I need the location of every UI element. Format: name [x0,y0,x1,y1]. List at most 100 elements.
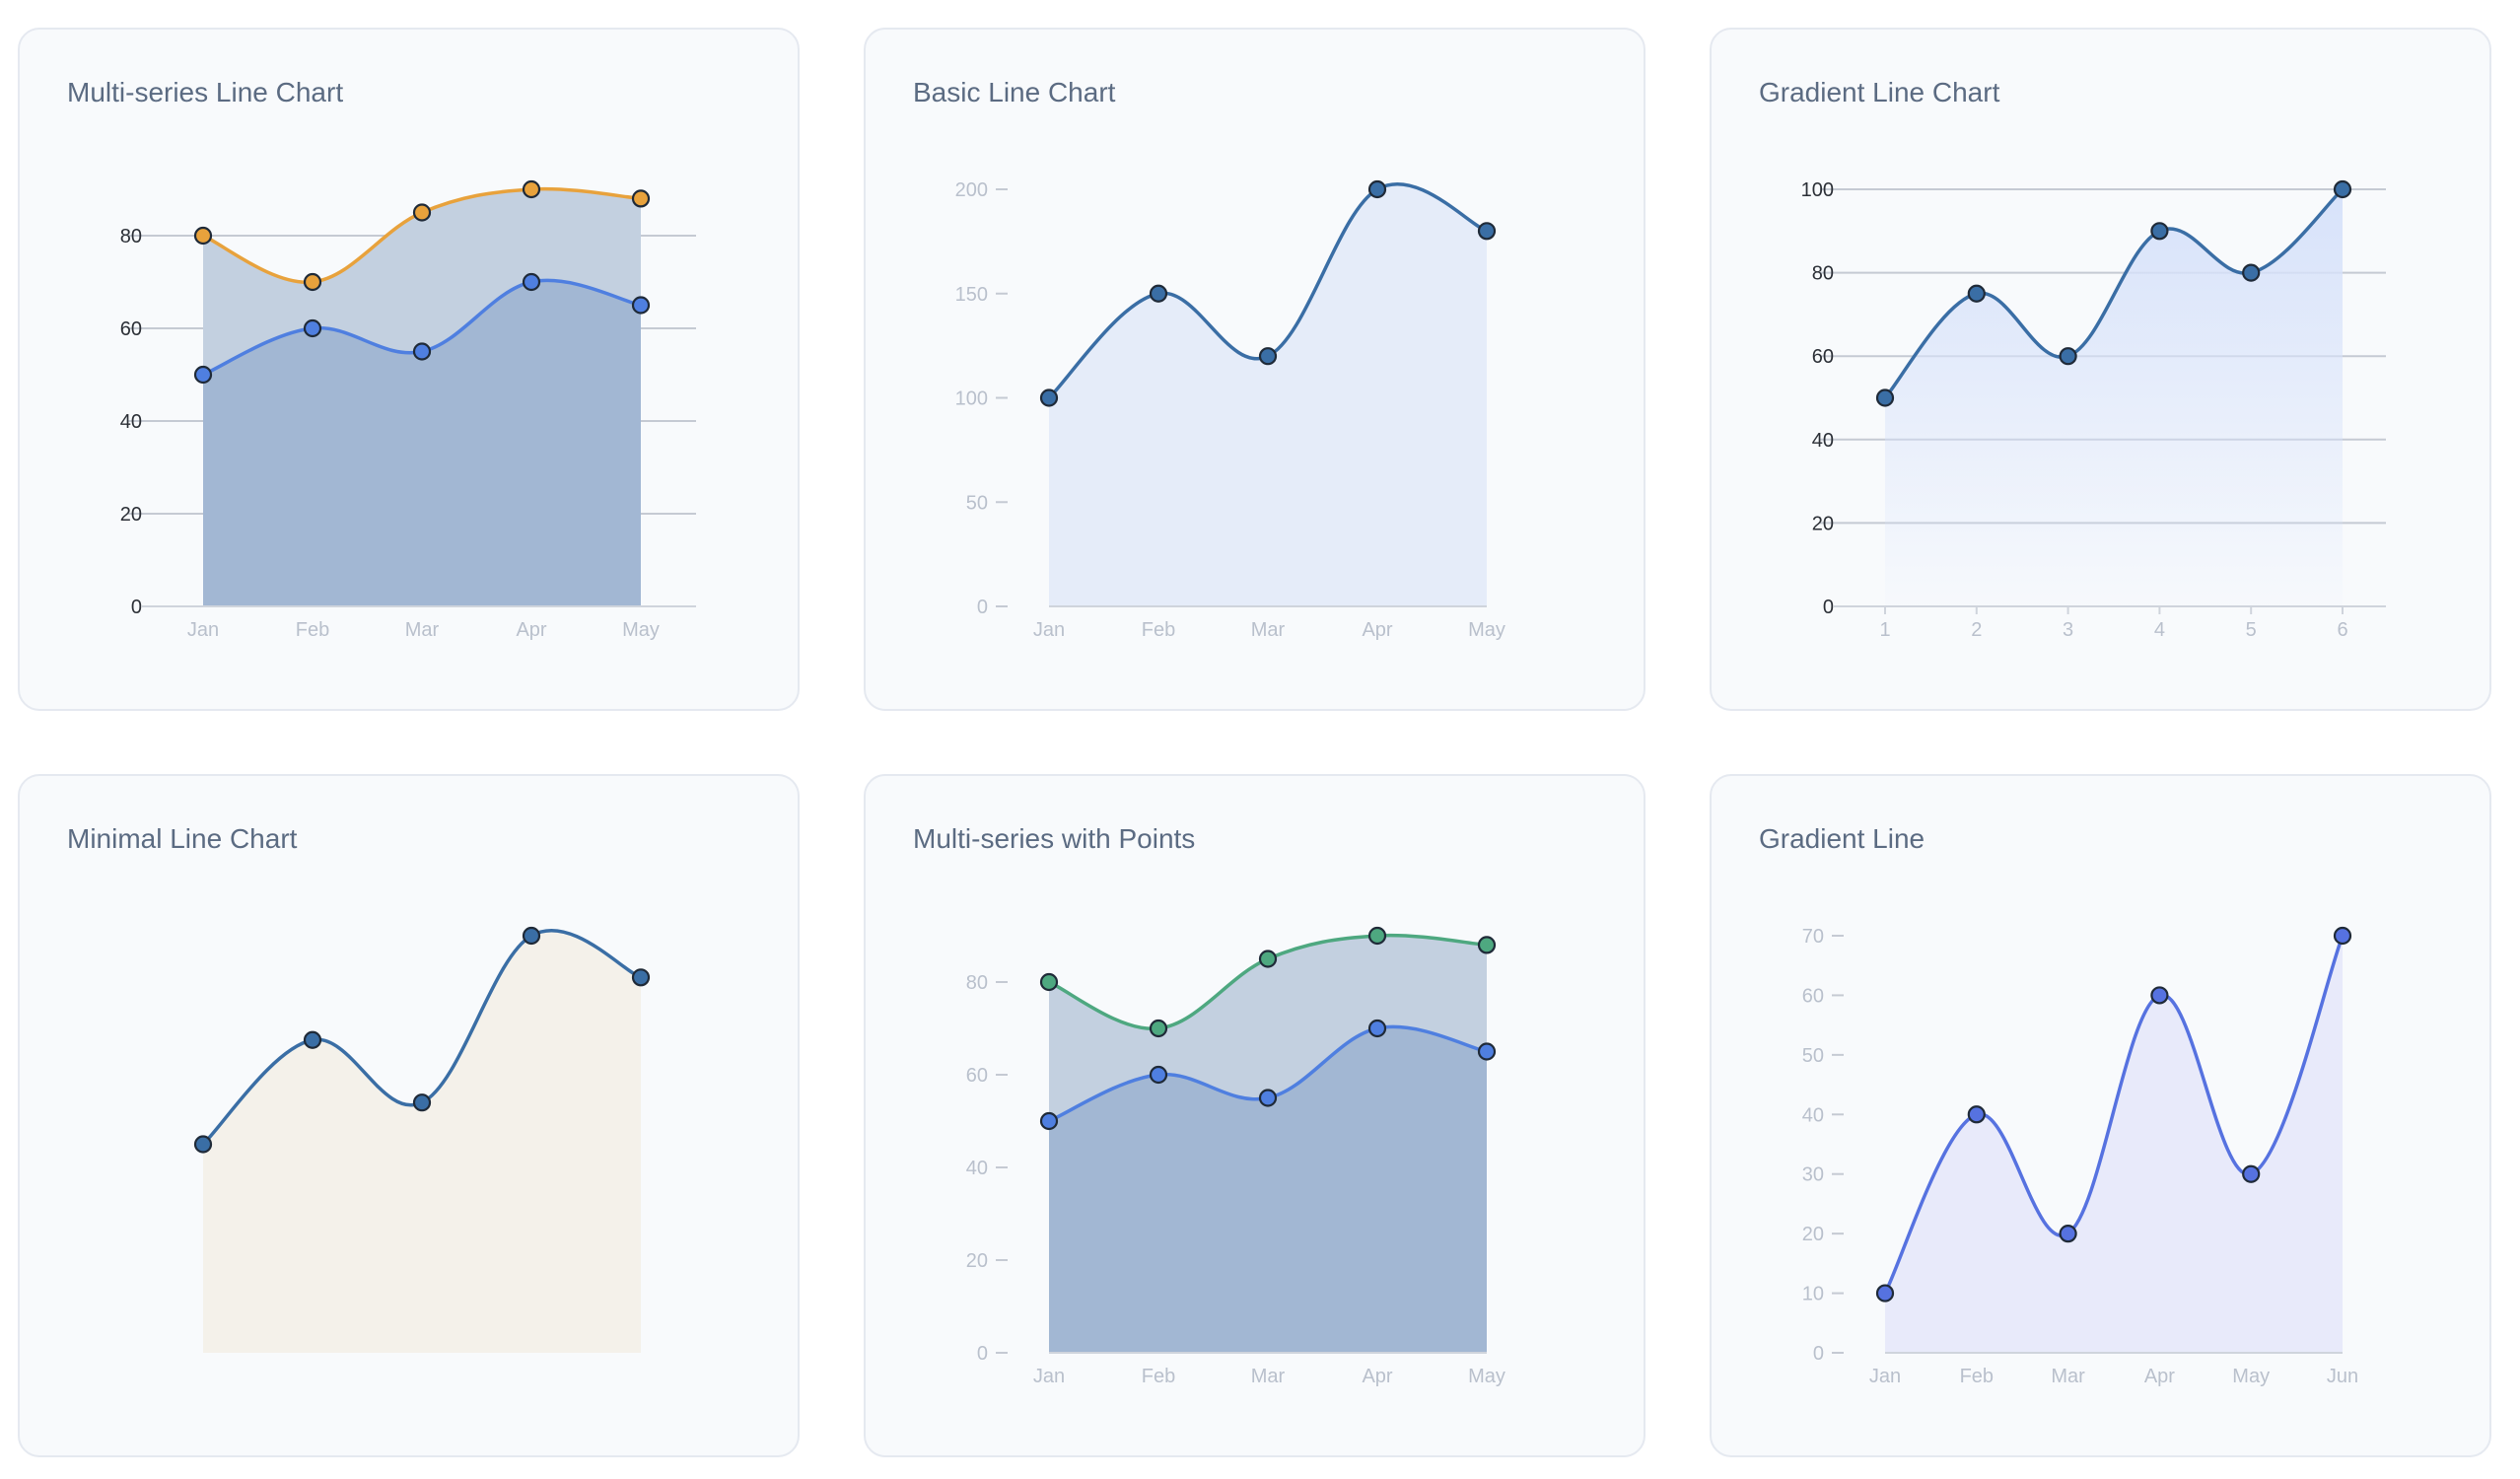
x-tick-label: Apr [1362,1366,1392,1387]
data-point [303,272,322,292]
y-tick-label: 60 [1812,346,1834,368]
data-point [2150,986,2169,1005]
data-point [1367,1019,1387,1038]
card-title: Basic Line Chart [913,77,1116,107]
y-tick-label: 0 [131,597,142,618]
y-tick-label: 150 [955,284,988,306]
series-area [1885,936,2343,1353]
data-point [1367,926,1387,946]
data-point [193,1135,213,1154]
data-point [1967,1105,1986,1124]
data-point [2059,1225,2077,1243]
data-point [412,203,432,222]
data-point [2059,347,2077,366]
x-tick-label: May [622,619,660,641]
y-tick-label: 20 [120,504,142,526]
x-tick-label: Jan [187,619,219,641]
data-point [1258,1089,1278,1107]
y-tick-label: 40 [1802,1104,1824,1126]
x-tick-label: 2 [1971,619,1982,641]
data-point [2242,1164,2261,1183]
x-tick-label: May [1468,619,1505,641]
data-point [1039,972,1059,992]
y-tick-label: 60 [966,1065,988,1087]
data-point [193,365,213,385]
data-point [522,179,541,199]
x-tick-label: May [1468,1366,1505,1387]
series-area [203,930,641,1353]
y-tick-label: 10 [1802,1284,1824,1305]
data-point [1149,284,1168,303]
series-area [1885,189,2343,606]
y-tick-label: 0 [977,597,988,618]
data-point [631,296,651,315]
card-minimal-line-chart: Minimal Line Chart [18,774,800,1457]
data-point [1875,1284,1895,1303]
x-tick-label: May [2232,1366,2270,1387]
chart-svg [193,926,651,1353]
card-gradient-line-chart: Gradient Line Chart 0 20 40 60 80 100 1 2 3 4 5 6 [1710,28,2491,711]
data-point [631,189,651,208]
series-area [1049,1026,1487,1353]
y-tick-label: 60 [1802,985,1824,1007]
y-tick-label: 20 [966,1250,988,1272]
card-gradient-line: Gradient Line 0 10 20 30 40 50 60 70 Jan Feb Mar Ap… [1710,774,2491,1457]
data-point [1258,950,1278,968]
data-point [303,1030,322,1049]
data-point [2333,926,2352,946]
x-tick-label: Feb [1960,1366,1994,1387]
x-tick-label: Mar [1251,619,1286,641]
data-point [193,226,213,246]
data-point [1367,179,1387,199]
x-tick-label: Jan [1033,1366,1065,1387]
y-tick-label: 40 [966,1158,988,1179]
x-tick-label: Feb [1142,619,1175,641]
data-point [1967,284,1986,303]
data-point [1477,936,1497,954]
data-point [412,342,432,361]
y-tick-label: 80 [120,226,142,247]
x-tick-label: Jan [1869,1366,1901,1387]
card-title: Gradient Line Chart [1759,77,2000,107]
y-tick-label: 40 [120,411,142,433]
chart-svg: 0 20 40 60 80 Jan Feb Mar Apr May [966,926,1505,1387]
data-point [1477,1042,1497,1061]
x-tick-label: Mar [405,619,440,641]
data-point [2333,179,2352,199]
series-area [1049,183,1487,607]
data-point [522,272,541,292]
data-point [1875,388,1895,407]
data-point [1477,222,1497,241]
y-tick-label: 100 [955,388,988,410]
data-point [1039,388,1059,407]
y-tick-label: 200 [955,179,988,201]
chart-svg: 0 20 40 60 80 100 1 2 3 4 5 6 [1801,179,2386,641]
chart-svg: 0 50 100 150 200 Jan Feb Mar Apr May [955,179,1505,641]
card-title: Minimal Line Chart [67,823,298,854]
chart-svg: 0 10 20 30 40 50 60 70 Jan Feb Mar Apr May Jun [1802,926,2358,1387]
x-tick-label: Mar [1251,1366,1286,1387]
y-tick-label: 50 [966,492,988,514]
card-multi-series-line-chart: Multi-series Line Chart 0 20 40 60 80 Jan Feb M… [18,28,800,711]
y-tick-label: 50 [1802,1045,1824,1067]
x-tick-label: 3 [2063,619,2073,641]
y-tick-label: 70 [1802,926,1824,948]
chart-svg: 0 20 40 60 80 Jan Feb Mar Apr May [120,179,696,641]
card-basic-line-chart: Basic Line Chart 0 50 100 150 200 Jan Feb Mar Ap… [864,28,1645,711]
card-title: Multi-series Line Chart [67,77,344,107]
y-tick-label: 40 [1812,430,1834,452]
x-tick-label: Jan [1033,619,1065,641]
data-point [1258,347,1278,366]
y-tick-label: 60 [120,318,142,340]
data-point [1149,1019,1168,1038]
y-tick-label: 0 [1813,1343,1824,1365]
data-point [631,968,651,987]
data-point [1039,1111,1059,1131]
x-tick-label: Apr [516,619,546,641]
y-tick-label: 30 [1802,1164,1824,1186]
y-tick-label: 80 [1812,263,1834,285]
card-title: Multi-series with Points [913,823,1196,854]
x-tick-label: 5 [2246,619,2257,641]
x-tick-label: 1 [1879,619,1890,641]
